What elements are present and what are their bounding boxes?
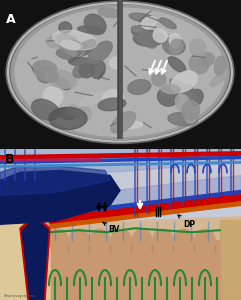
- Ellipse shape: [67, 105, 78, 116]
- Text: B: B: [5, 154, 14, 166]
- Ellipse shape: [189, 54, 209, 74]
- Ellipse shape: [98, 98, 126, 111]
- Text: A: A: [6, 13, 16, 26]
- Ellipse shape: [195, 229, 215, 251]
- Ellipse shape: [11, 5, 229, 140]
- Ellipse shape: [182, 100, 200, 120]
- Ellipse shape: [111, 229, 131, 251]
- Polygon shape: [22, 218, 48, 300]
- Ellipse shape: [56, 49, 80, 59]
- Ellipse shape: [32, 99, 59, 120]
- Ellipse shape: [170, 39, 183, 54]
- Ellipse shape: [174, 229, 194, 251]
- Polygon shape: [0, 148, 241, 225]
- Ellipse shape: [55, 77, 71, 90]
- Polygon shape: [0, 148, 241, 300]
- Ellipse shape: [163, 38, 185, 55]
- Polygon shape: [0, 221, 50, 300]
- Ellipse shape: [112, 121, 143, 129]
- Ellipse shape: [98, 8, 120, 17]
- Ellipse shape: [59, 22, 72, 33]
- Ellipse shape: [84, 14, 106, 35]
- Ellipse shape: [58, 108, 75, 120]
- Ellipse shape: [76, 107, 91, 122]
- Ellipse shape: [6, 1, 234, 143]
- Ellipse shape: [80, 92, 106, 106]
- Polygon shape: [20, 215, 50, 300]
- Ellipse shape: [198, 52, 214, 66]
- Ellipse shape: [46, 70, 77, 88]
- Ellipse shape: [170, 79, 196, 99]
- Ellipse shape: [61, 40, 80, 50]
- Ellipse shape: [153, 229, 173, 251]
- Ellipse shape: [188, 89, 203, 106]
- Ellipse shape: [33, 62, 58, 82]
- Ellipse shape: [53, 30, 97, 50]
- Ellipse shape: [182, 85, 193, 95]
- Ellipse shape: [160, 84, 180, 94]
- Ellipse shape: [73, 62, 91, 78]
- Polygon shape: [0, 148, 241, 180]
- Polygon shape: [50, 200, 241, 228]
- Ellipse shape: [185, 108, 198, 123]
- Text: Neurosurgery.com: Neurosurgery.com: [4, 294, 37, 298]
- Ellipse shape: [102, 90, 124, 108]
- Ellipse shape: [43, 87, 63, 106]
- Ellipse shape: [46, 35, 78, 49]
- Ellipse shape: [171, 71, 197, 92]
- Ellipse shape: [57, 34, 84, 56]
- Ellipse shape: [168, 57, 186, 72]
- Ellipse shape: [175, 94, 191, 112]
- Ellipse shape: [128, 80, 151, 94]
- Ellipse shape: [68, 58, 97, 67]
- Ellipse shape: [79, 64, 94, 78]
- Ellipse shape: [158, 87, 179, 106]
- Ellipse shape: [129, 13, 157, 23]
- Text: DP: DP: [178, 215, 195, 229]
- Ellipse shape: [133, 30, 164, 46]
- Polygon shape: [50, 194, 241, 223]
- Ellipse shape: [131, 26, 156, 48]
- Ellipse shape: [49, 107, 87, 129]
- Ellipse shape: [33, 60, 57, 78]
- Ellipse shape: [214, 56, 226, 75]
- Ellipse shape: [74, 40, 96, 57]
- Ellipse shape: [168, 112, 198, 126]
- Ellipse shape: [153, 29, 167, 42]
- Polygon shape: [0, 0, 241, 148]
- Polygon shape: [50, 240, 220, 300]
- Polygon shape: [0, 170, 120, 224]
- Ellipse shape: [160, 18, 176, 29]
- Ellipse shape: [132, 229, 152, 251]
- Ellipse shape: [152, 72, 166, 86]
- Ellipse shape: [210, 70, 229, 86]
- Ellipse shape: [111, 112, 135, 133]
- Ellipse shape: [78, 26, 104, 34]
- Ellipse shape: [69, 229, 89, 251]
- Polygon shape: [0, 215, 55, 300]
- Ellipse shape: [169, 33, 181, 48]
- Ellipse shape: [37, 67, 54, 83]
- Ellipse shape: [90, 229, 110, 251]
- Ellipse shape: [48, 229, 68, 251]
- Polygon shape: [50, 176, 241, 213]
- Ellipse shape: [190, 39, 206, 58]
- Polygon shape: [220, 220, 241, 300]
- Text: BV: BV: [103, 222, 119, 234]
- Ellipse shape: [91, 60, 105, 79]
- Ellipse shape: [141, 16, 156, 28]
- Ellipse shape: [15, 8, 225, 136]
- Ellipse shape: [110, 57, 121, 69]
- Polygon shape: [0, 165, 110, 195]
- Ellipse shape: [88, 41, 112, 63]
- Polygon shape: [50, 190, 241, 216]
